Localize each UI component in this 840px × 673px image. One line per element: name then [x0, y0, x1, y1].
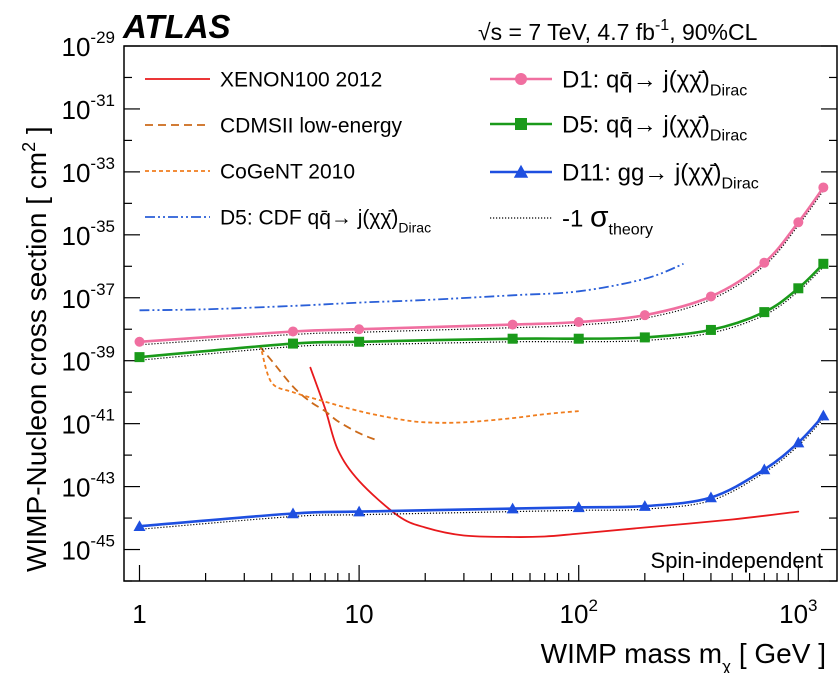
data-point — [792, 436, 805, 448]
y-tick-label: 10-37 — [62, 280, 116, 314]
data-point — [353, 505, 366, 517]
data-point — [705, 291, 716, 302]
x-tick-label: 1 — [132, 599, 146, 629]
legend-label: XENON100 2012 — [220, 69, 382, 92]
x-axis-title-unit: [ GeV ] — [731, 638, 826, 669]
conditions-prefix: √s = 7 TeV, 4.7 fb — [478, 19, 655, 45]
legend-marker — [515, 118, 527, 130]
series-line — [139, 262, 684, 312]
series-line — [260, 350, 579, 424]
series-line — [258, 345, 377, 441]
legend-marker — [513, 164, 529, 178]
data-point — [506, 502, 519, 514]
conditions-label: √s = 7 TeV, 4.7 fb-1, 90%CL — [478, 17, 758, 45]
data-point — [507, 319, 518, 330]
data-point — [573, 333, 584, 344]
y-tick-label: 10-39 — [62, 343, 116, 377]
data-point — [134, 336, 145, 347]
data-point — [638, 500, 651, 511]
data-point — [793, 217, 804, 228]
data-point — [817, 409, 830, 421]
atlas-label: ATLAS — [122, 8, 231, 45]
legend-marker — [515, 73, 527, 85]
x-axis-title-main: WIMP mass m — [541, 638, 722, 669]
series-line — [309, 366, 800, 538]
y-axis-title-sup: 2 — [19, 142, 39, 152]
y-tick-labels: 10-45 10-43 10-41 10-39 10-37 10-35 10-33 10-31… — [62, 28, 116, 566]
y-tick-label: 10-31 — [62, 91, 116, 125]
legend: XENON100 2012 CDMSII low-energy CoGeNT 201… — [145, 67, 759, 239]
conditions-sup: -1 — [655, 17, 669, 34]
y-axis-title-end: ] — [21, 126, 52, 142]
data-point — [572, 501, 585, 513]
x-tick-label: 103 — [779, 596, 817, 629]
axis-ticks — [124, 45, 837, 582]
y-tick-label: 10-33 — [62, 154, 116, 188]
data-point — [354, 324, 365, 335]
data-point — [818, 258, 829, 269]
data-point — [134, 352, 145, 363]
data-point — [507, 333, 518, 344]
x-tick-label: 102 — [560, 596, 598, 629]
spin-independent-label: Spin-independent — [651, 548, 823, 573]
x-axis-title: WIMP mass mχ [ GeV ] — [541, 638, 826, 673]
legend-label: CDMSII low-energy — [220, 115, 403, 138]
data-point — [288, 326, 299, 337]
data-point — [818, 182, 829, 193]
legend-label: D5: qq̄→ j(χχ̄)Dirac — [562, 112, 747, 145]
data-point — [287, 507, 300, 519]
legend-label: D5: CDF qq̄→ j(χχ̄)Dirac — [220, 207, 431, 236]
legend-label: CoGeNT 2010 — [220, 161, 355, 184]
data-point — [133, 520, 146, 532]
y-axis-title-main: WIMP-Nucleon cross section [ cm — [21, 152, 52, 572]
series-layer — [138, 186, 825, 538]
y-tick-label: 10-41 — [62, 406, 116, 440]
data-point — [759, 257, 770, 268]
plot-frame — [123, 45, 838, 582]
y-axis-title: WIMP-Nucleon cross section [ cm2 ] — [19, 126, 52, 572]
data-point — [793, 283, 804, 294]
y-tick-label: 10-45 — [62, 532, 116, 566]
y-tick-label: 10-29 — [62, 28, 116, 62]
legend-label: D1: qq̄→ j(χχ̄)Dirac — [562, 67, 747, 100]
x-tick-labels: 1 10 102 103 — [132, 596, 817, 629]
data-point — [573, 316, 584, 327]
data-point — [639, 310, 650, 321]
data-point — [705, 324, 716, 335]
x-axis-title-sub: χ — [722, 657, 731, 673]
x-tick-label: 10 — [345, 599, 374, 629]
data-point — [354, 336, 365, 347]
data-point — [759, 307, 770, 318]
conditions-suffix: , 90%CL — [669, 19, 757, 45]
y-tick-label: 10-35 — [62, 217, 116, 251]
legend-label: -1 σtheory — [562, 201, 653, 239]
data-point — [639, 332, 650, 343]
data-point — [704, 491, 717, 503]
data-point — [758, 463, 771, 475]
legend-label: D11: gg→ j(χχ̄)Dirac — [562, 160, 759, 193]
marker-layer — [133, 182, 830, 532]
data-point — [288, 338, 299, 349]
y-tick-label: 10-43 — [62, 469, 116, 503]
